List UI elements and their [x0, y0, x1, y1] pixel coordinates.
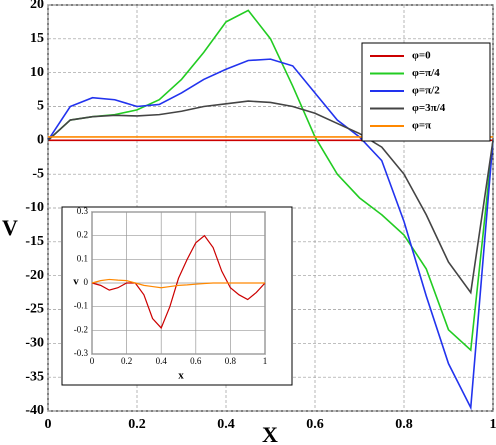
x-tick-label: 0.8 — [225, 356, 237, 366]
y-tick-label: 10 — [30, 65, 44, 80]
x-tick-label: 0.6 — [306, 417, 324, 432]
y-tick-label: 0.1 — [77, 253, 88, 263]
x-tick-label: 0.4 — [217, 417, 235, 432]
inset-plot: 0 0.2 0.4 0.6 0.8 1 -0.3 -0.2 -0.1 0 0.1 0.2 0.3 x v — [73, 206, 267, 381]
legend-label: φ=3π/4 — [412, 102, 446, 114]
y-axis-label: v — [73, 276, 79, 288]
y-tick-label: -15 — [25, 234, 44, 249]
legend-label: φ=π/4 — [412, 67, 440, 79]
y-tick-label: -0.2 — [74, 324, 88, 334]
y-tick-label: 0 — [84, 277, 89, 287]
y-tick-label: -35 — [25, 369, 44, 384]
y-tick-label: -30 — [25, 336, 44, 351]
x-tick-label: 0 — [90, 356, 95, 366]
x-tick-label: 0.4 — [156, 356, 168, 366]
x-tick-label: 0 — [45, 417, 52, 432]
legend-label: φ=π — [412, 120, 431, 132]
x-axis-label: x — [178, 370, 184, 382]
y-tick-label: 5 — [37, 99, 44, 114]
series-line — [91, 278, 265, 289]
y-tick-label: 0.2 — [77, 230, 88, 240]
x-tick-label: 1 — [263, 356, 268, 366]
x-tick-label: 1 — [490, 417, 496, 432]
series-line — [91, 234, 266, 330]
y-tick-label: -20 — [25, 268, 44, 283]
y-tick-label: -40 — [25, 403, 44, 418]
series-line — [47, 100, 494, 295]
series-line — [47, 9, 494, 352]
x-tick-label: 0.2 — [128, 417, 146, 432]
x-axis-label: X — [262, 422, 278, 445]
y-tick-label: 15 — [30, 31, 44, 46]
y-tick-label: -10 — [25, 200, 44, 215]
x-tick-label: 0.6 — [190, 356, 202, 366]
x-tick-label: 0.2 — [121, 356, 132, 366]
y-tick-label: -5 — [32, 166, 44, 181]
y-tick-label: 0 — [37, 133, 44, 148]
legend-label: φ=0 — [412, 50, 431, 62]
series-line — [47, 58, 494, 411]
y-tick-label: -0.3 — [74, 348, 89, 358]
x-tick-label: 0.8 — [395, 417, 413, 432]
y-axis-label: V — [2, 215, 18, 240]
legend-label: φ=π/2 — [412, 85, 440, 97]
y-tick-label: -0.1 — [74, 301, 88, 311]
y-tick-label: -25 — [25, 302, 44, 317]
y-tick-label: 0.3 — [77, 206, 89, 216]
y-tick-label: 20 — [30, 0, 44, 12]
